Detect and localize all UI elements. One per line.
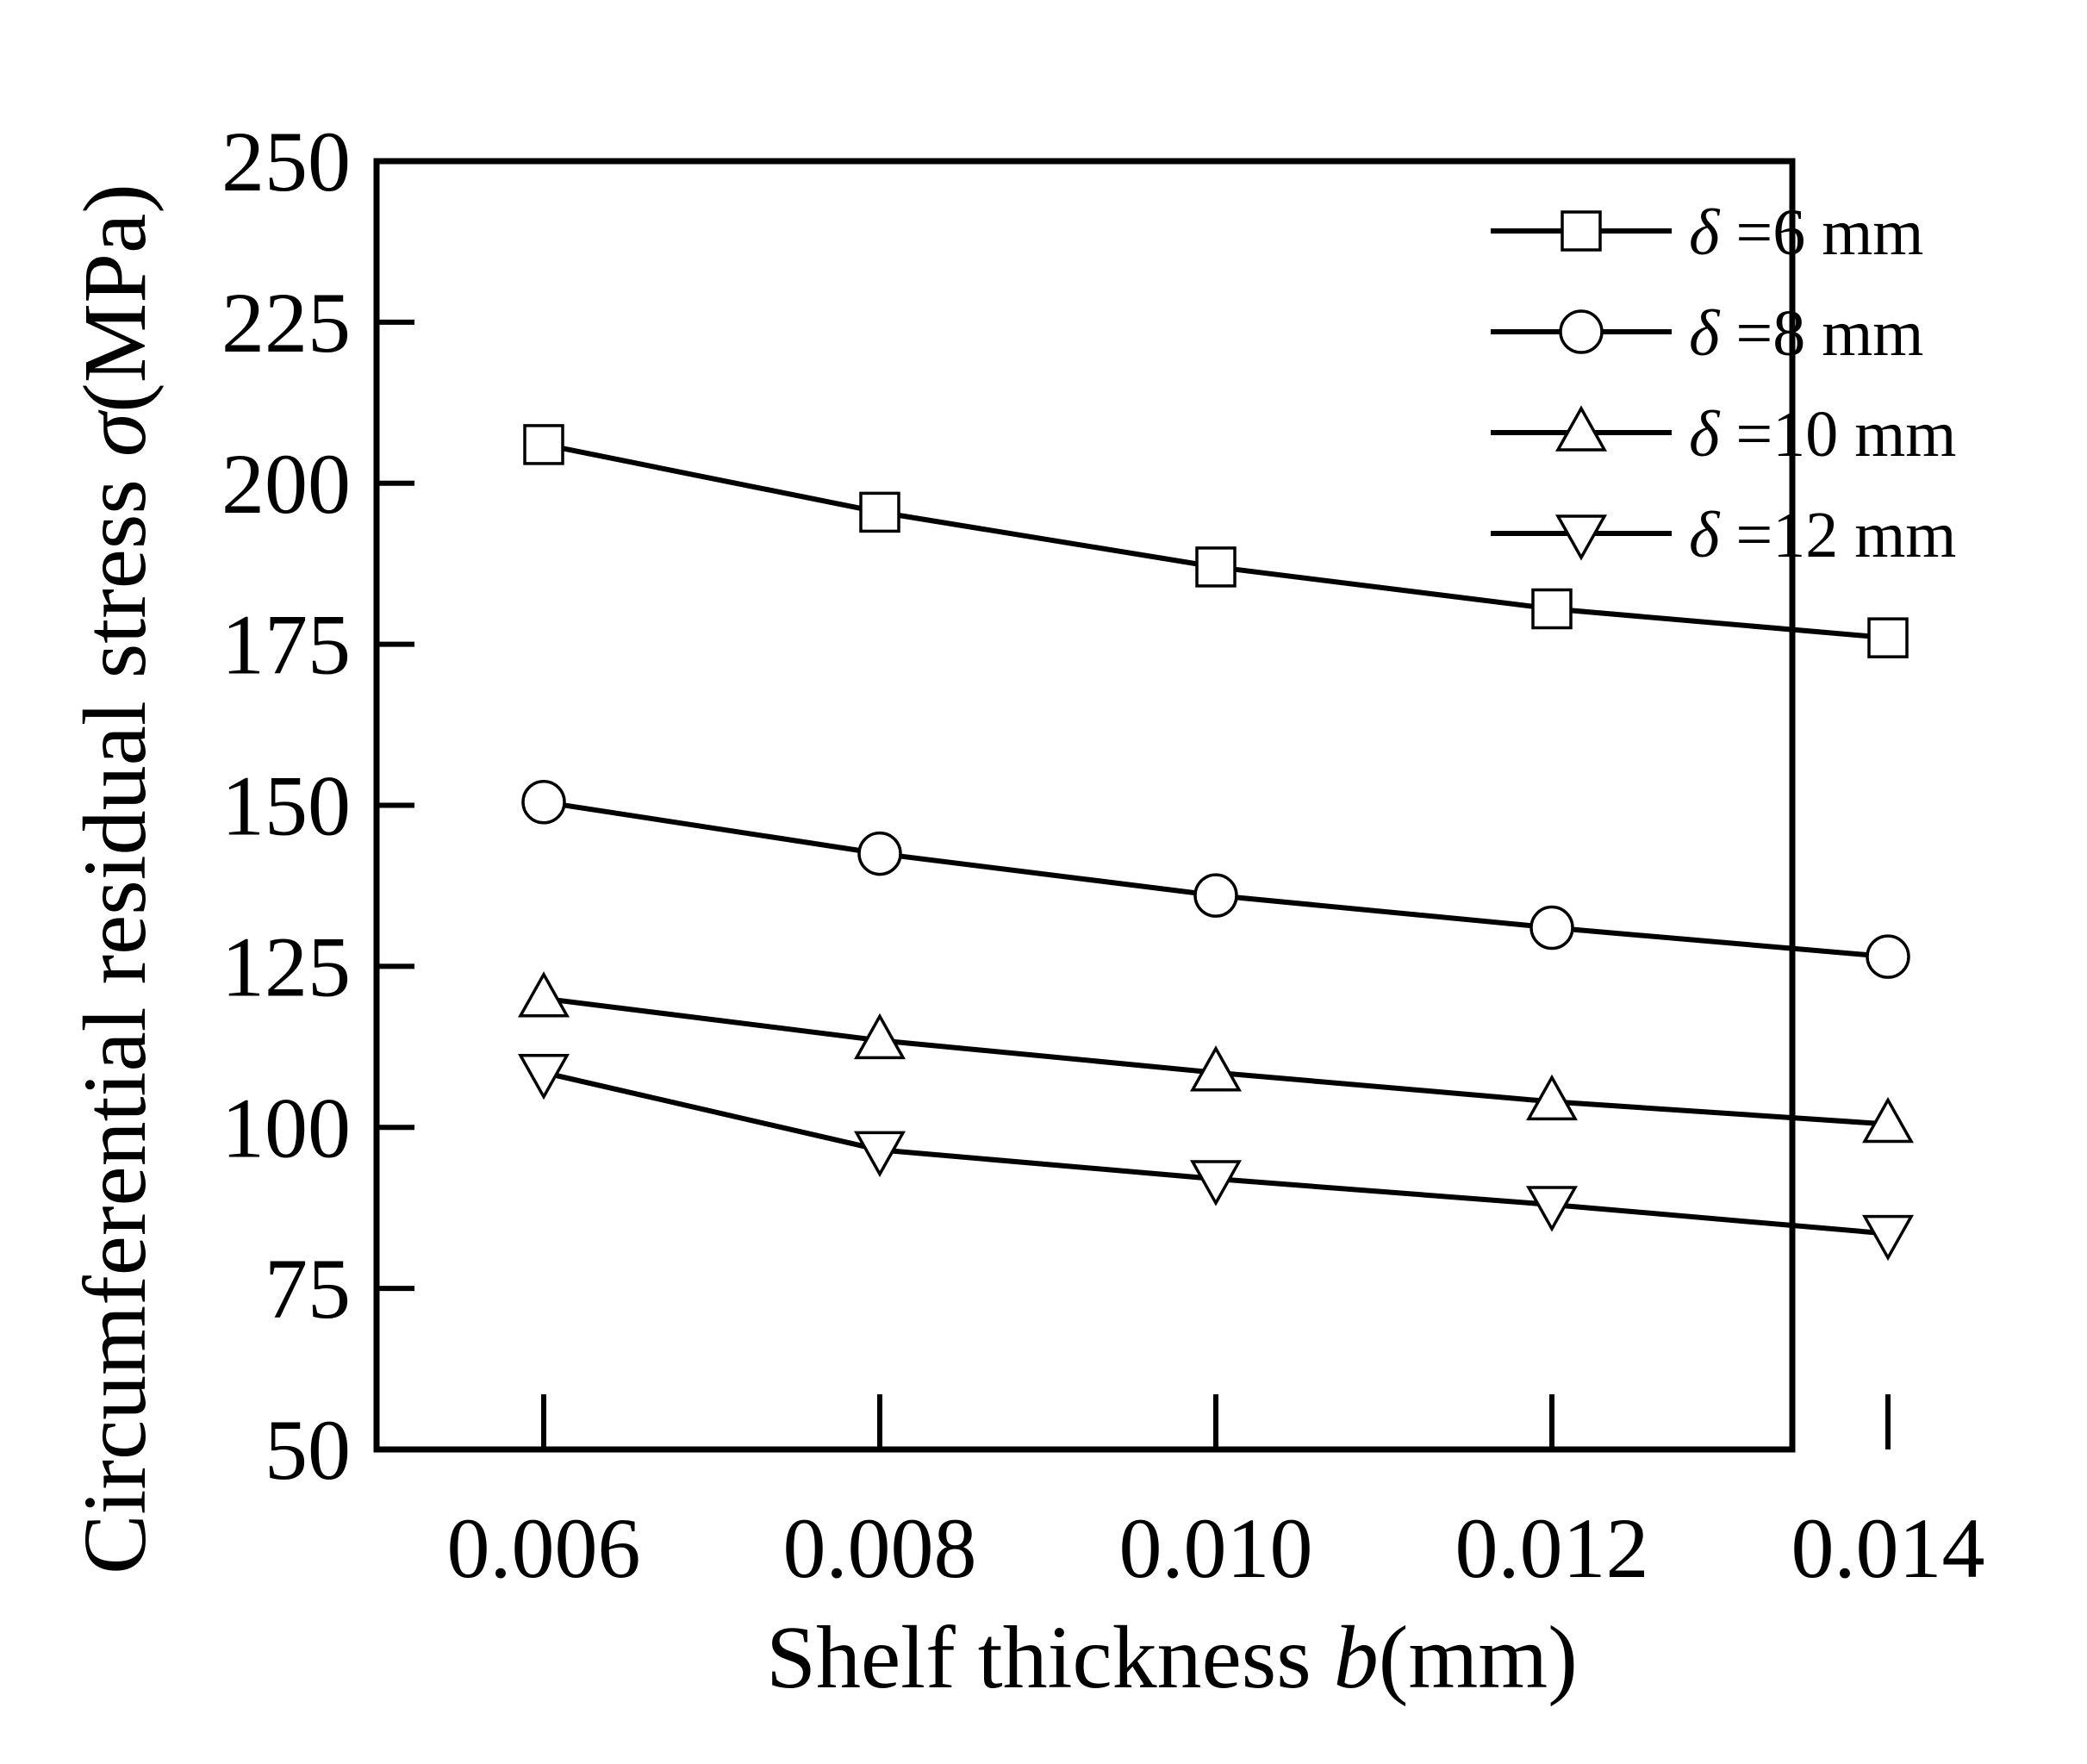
- data-point-s4-0.010: [1190, 1160, 1242, 1206]
- data-point-s1-0.014: [1867, 617, 1909, 658]
- y-tick-label-75: 75: [265, 1241, 351, 1337]
- legend: δ =6 mm δ =8 mm δ =10 mm δ =12 mm: [1491, 196, 1956, 571]
- data-point-s4-0.008: [854, 1131, 906, 1177]
- y-tick-label-200: 200: [221, 436, 351, 532]
- data-point-s2-0.010: [1193, 873, 1238, 918]
- y-tick-label-225: 225: [221, 275, 351, 371]
- data-point-s2-0.008: [857, 831, 902, 876]
- legend-marker: [1555, 514, 1607, 561]
- x-tick-label-0.008: 0.008: [783, 1500, 977, 1596]
- ticks-layer: 50 75 100 125 150 175 200 225 250 0.006 0.008 0.010…: [221, 114, 1985, 1596]
- y-tick-label-250: 250: [221, 114, 351, 209]
- legend-label: δ =8 mm: [1689, 297, 1923, 370]
- x-tick-label-0.006: 0.006: [447, 1500, 641, 1596]
- y-tick-label-125: 125: [221, 919, 351, 1014]
- legend-entry-1: δ =6 mm: [1491, 196, 1923, 269]
- series-2: [521, 780, 1910, 979]
- legend-entry-3: δ =10 mm: [1491, 398, 1956, 471]
- plot-frame: [373, 158, 1796, 1453]
- series-3: [518, 971, 1914, 1144]
- y-tick-label-150: 150: [221, 758, 351, 854]
- legend-label: δ =12 mm: [1689, 499, 1956, 571]
- data-point-s4-0.014: [1862, 1214, 1914, 1262]
- x-axis-title: Shelf thickness b(mm): [766, 1608, 1578, 1707]
- data-point-s2-0.014: [1866, 934, 1910, 979]
- x-tick-label-0.014: 0.014: [1791, 1500, 1985, 1596]
- legend-marker: [1555, 405, 1607, 452]
- legend-label: δ =6 mm: [1689, 196, 1923, 269]
- series-1: [523, 424, 1909, 658]
- legend-entry-4: δ =12 mm: [1491, 499, 1956, 571]
- data-point-s1-0.008: [859, 491, 900, 533]
- data-point-s2-0.012: [1529, 905, 1574, 951]
- series-layer: [518, 424, 1914, 1262]
- series-4: [518, 1053, 1914, 1262]
- data-point-s2-0.006: [521, 780, 566, 825]
- data-point-s4-0.012: [1526, 1186, 1578, 1232]
- data-point-s3-0.010: [1190, 1045, 1242, 1092]
- x-tick-label-0.010: 0.010: [1119, 1500, 1313, 1596]
- legend-marker: [1559, 309, 1604, 354]
- legend-entry-2: δ =8 mm: [1491, 297, 1923, 370]
- data-point-s1-0.010: [1195, 546, 1237, 588]
- data-point-s4-0.006: [518, 1053, 570, 1100]
- y-tick-label-175: 175: [221, 597, 351, 693]
- y-axis-title: Circumferential residual stress σ(MPa): [65, 184, 165, 1574]
- data-point-s3-0.008: [854, 1013, 906, 1060]
- data-point-s3-0.006: [518, 971, 570, 1018]
- data-point-s1-0.006: [523, 424, 564, 465]
- y-tick-label-50: 50: [265, 1402, 351, 1498]
- legend-label: δ =10 mm: [1689, 398, 1956, 471]
- legend-marker: [1561, 210, 1602, 252]
- data-point-s3-0.012: [1526, 1074, 1578, 1121]
- data-point-s1-0.012: [1531, 588, 1573, 630]
- y-tick-label-100: 100: [221, 1080, 351, 1175]
- x-tick-label-0.012: 0.012: [1455, 1500, 1649, 1596]
- data-point-s3-0.014: [1862, 1096, 1914, 1144]
